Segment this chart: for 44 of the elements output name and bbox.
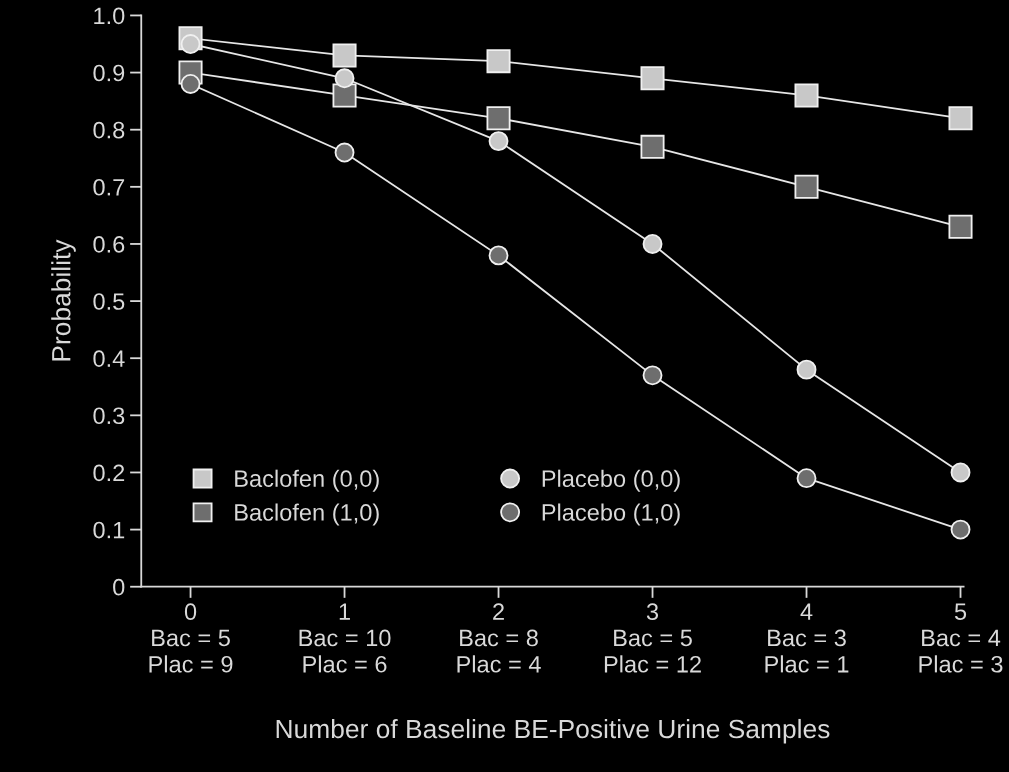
point — [640, 134, 665, 159]
point — [642, 234, 663, 254]
legend-label: Placebo (0,0) — [542, 469, 680, 492]
point — [334, 142, 355, 163]
legend-label: Baclofen (1,0) — [235, 503, 379, 526]
point — [950, 519, 971, 540]
point — [486, 49, 511, 74]
y-tick-label: 0.4 — [93, 350, 125, 367]
y-tick-label: 0 — [113, 578, 125, 596]
y-tick-label: 0.7 — [93, 178, 125, 196]
point — [180, 74, 201, 94]
point — [640, 66, 665, 91]
y-tick-label: 0.1 — [93, 521, 125, 539]
point — [488, 245, 509, 266]
y-tick-label: 0.2 — [93, 464, 125, 482]
point — [642, 365, 663, 386]
point — [486, 106, 511, 131]
y-tick-label: 1.0 — [94, 7, 125, 25]
x-tick-label: 0 Bac = 5 Plac = 9 — [149, 603, 233, 673]
y-axis-title: Probability — [51, 239, 76, 361]
point — [948, 106, 973, 131]
point — [950, 462, 971, 483]
x-tick-label: 3 Bac = 5 Plac = 12 — [604, 603, 701, 673]
y-tick-label: 0.8 — [93, 121, 125, 139]
x-tick-label: 1 Bac = 10 Plac = 6 — [299, 603, 391, 673]
point — [796, 468, 817, 489]
x-axis-title: Number of Baseline BE-Positive Urine Samples — [276, 718, 830, 744]
point — [334, 68, 355, 89]
point — [180, 34, 201, 54]
point — [794, 174, 819, 199]
x-tick-label: 5 Bac = 4 Plac = 3 — [919, 603, 1003, 673]
y-tick-label: 0.3 — [93, 407, 125, 425]
x-tick-label: 2 Bac = 8 Plac = 4 — [457, 603, 541, 673]
point — [796, 359, 817, 380]
point — [794, 83, 819, 108]
legend-label: Baclofen (0,0) — [235, 469, 379, 492]
point — [488, 131, 509, 152]
legend-label: Placebo (1,0) — [542, 503, 680, 526]
y-tick-label: 0.6 — [93, 236, 125, 253]
point — [948, 214, 973, 239]
x-tick-label: 4 Bac = 3 Plac = 1 — [765, 603, 849, 673]
y-tick-label: 0.9 — [93, 64, 125, 82]
y-tick-label: 0.5 — [93, 293, 125, 310]
point — [332, 43, 357, 68]
